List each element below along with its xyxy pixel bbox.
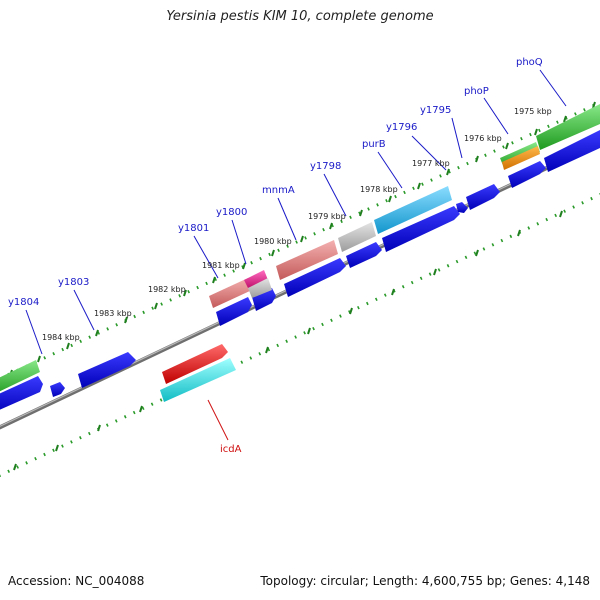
major-tick [183,289,187,297]
gene-arrow-y1795 [466,184,500,210]
grey-feature [248,278,272,298]
major-tick [505,142,509,150]
accession-text: Accession: NC_004088 [8,574,145,588]
forward-gene-arrows [0,130,600,410]
major-tick [139,405,143,413]
major-tick [592,101,596,109]
major-tick [307,327,311,335]
gene-arrow-y1796 [456,202,468,213]
magenta-feature [244,270,268,288]
gene-arrow-y1800 [252,288,276,311]
major-tick [446,168,450,176]
forward-feature-bars [0,104,600,392]
major-tick [271,249,275,257]
gene-label-y1795: y1795 [420,105,451,116]
scale-label-1982: 1982 kbp [148,285,186,294]
gene-arrow-y1801 [216,297,252,326]
aqua-feature [160,358,236,402]
major-tick [563,115,567,123]
topology-text: Topology: circular; Length: 4,600,755 bp… [260,574,590,588]
salmon-feature [276,240,338,280]
major-tick [300,235,304,243]
gene-label-y1800: y1800 [216,207,247,218]
scale-label-1980: 1980 kbp [254,237,292,246]
green-feature [536,104,600,150]
major-tick [388,195,392,203]
pink-feature [209,278,252,308]
scale-label-1981: 1981 kbp [202,261,240,270]
major-tick [124,316,128,324]
scale-label-1975: 1975 kbp [514,107,552,116]
gene-arrow-icdA [162,344,228,384]
scale-label-1983: 1983 kbp [94,309,132,318]
outer-tick-track [0,100,600,381]
gene-label-icdA: icdA [220,444,242,455]
major-tick [559,210,563,218]
gene-label-phoP: phoP [464,86,489,97]
major-tick [95,329,99,337]
scale-label-1984: 1984 kbp [42,333,80,342]
label-leaders [25,69,567,355]
major-tick [534,128,538,136]
scale-label-1976: 1976 kbp [464,134,502,143]
label-leader-icdA [207,399,229,441]
gene-label-y1801: y1801 [178,223,209,234]
scale-label-1977: 1977 kbp [412,159,450,168]
gene-arrow-mnmA [284,258,346,297]
gene-label-purB: purB [362,139,386,150]
major-tick [391,288,395,296]
inner-tick-track [0,193,600,477]
gene-label-phoQ: phoQ [516,57,543,68]
gene-label-y1796: y1796 [386,122,417,133]
gene-label-y1803: y1803 [58,277,89,288]
major-tick [37,355,41,363]
green-feature [0,360,40,392]
major-tick [433,268,437,276]
major-tick [55,444,59,452]
major-tick [265,346,269,354]
gene-arrow-phoQ [544,130,600,172]
major-tick [154,302,158,310]
gene-arrow-y1803 [78,352,136,388]
major-tick [417,182,421,190]
reverse-feature-bars [160,344,236,402]
major-tick [329,222,333,230]
major-tick [242,262,246,270]
major-tick [359,209,363,217]
major-tick [212,276,216,284]
orange-feature [502,146,540,170]
map-title: Yersinia pestis KIM 10, complete genome [166,9,434,24]
gene-label-y1798: y1798 [310,161,341,172]
major-tick [475,249,479,257]
cyan-feature [374,186,452,234]
scale-label-1979: 1979 kbp [308,212,346,221]
major-tick [66,342,70,350]
major-tick [517,229,521,237]
major-tick [97,424,101,432]
gene-arrow-phoP [508,161,546,188]
gene-arrow-y1798 [346,242,382,268]
gene-label-mnmA: mnmA [262,185,295,196]
scale-label-1978: 1978 kbp [360,185,398,194]
major-tick [13,463,17,471]
gene-arrow-purB [382,206,460,252]
major-tick [349,307,353,315]
gene-arrow-y1804 [0,376,43,410]
grey-feature [338,222,376,252]
gene-label-y1804: y1804 [8,297,39,308]
major-tick [475,155,479,163]
gene-arrow-small [50,382,65,397]
